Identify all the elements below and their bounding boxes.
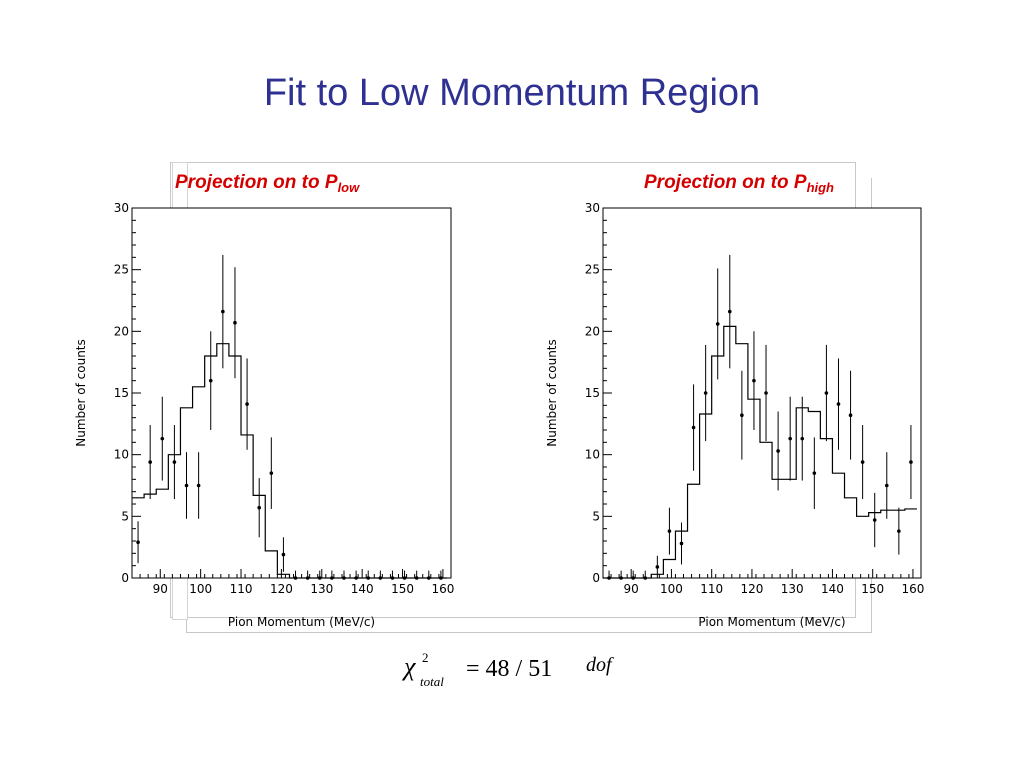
chi-superscript: 2 (422, 650, 429, 665)
left-ytick-label: 0 (121, 571, 129, 585)
slide-title: Fit to Low Momentum Region (263, 72, 761, 114)
left-heading-subscript: low (337, 180, 360, 195)
left-ytick-label: 20 (114, 324, 129, 338)
formula-unit: dof (586, 654, 612, 676)
right-data-point-25 (909, 460, 913, 464)
right-data-point-22 (872, 518, 877, 522)
right-data-point-23 (884, 483, 889, 488)
right-xtick-label: 160 (901, 582, 924, 596)
left-ytick-label: 25 (114, 263, 129, 277)
chi-square-formula: χ 2 total = 48 / 51 dof (404, 650, 612, 689)
pasted-frame-strip (172, 162, 188, 620)
right-data-point-24 (897, 529, 901, 533)
chi-symbol: χ (404, 652, 416, 681)
left-plot-heading: Projection on to Plow (175, 172, 360, 195)
left-y-axis-label: Number of counts (74, 339, 88, 447)
left-data-point-1 (148, 460, 152, 464)
left-ytick-label: 10 (114, 448, 129, 462)
left-data-point-2 (160, 436, 165, 441)
left-data-point-0 (136, 540, 140, 545)
left-ytick-label: 5 (121, 509, 129, 523)
formula-value: = 48 / 51 (466, 656, 553, 682)
left-ytick-label: 30 (114, 201, 129, 215)
right-heading-subscript: high (806, 180, 834, 195)
chi-subscript: total (420, 674, 444, 689)
pasted-frame-inner (186, 178, 872, 633)
left-xtick-label: 90 (153, 582, 168, 596)
left-ytick-label: 15 (114, 386, 129, 400)
right-plot-heading: Projection on to Phigh (644, 172, 834, 195)
